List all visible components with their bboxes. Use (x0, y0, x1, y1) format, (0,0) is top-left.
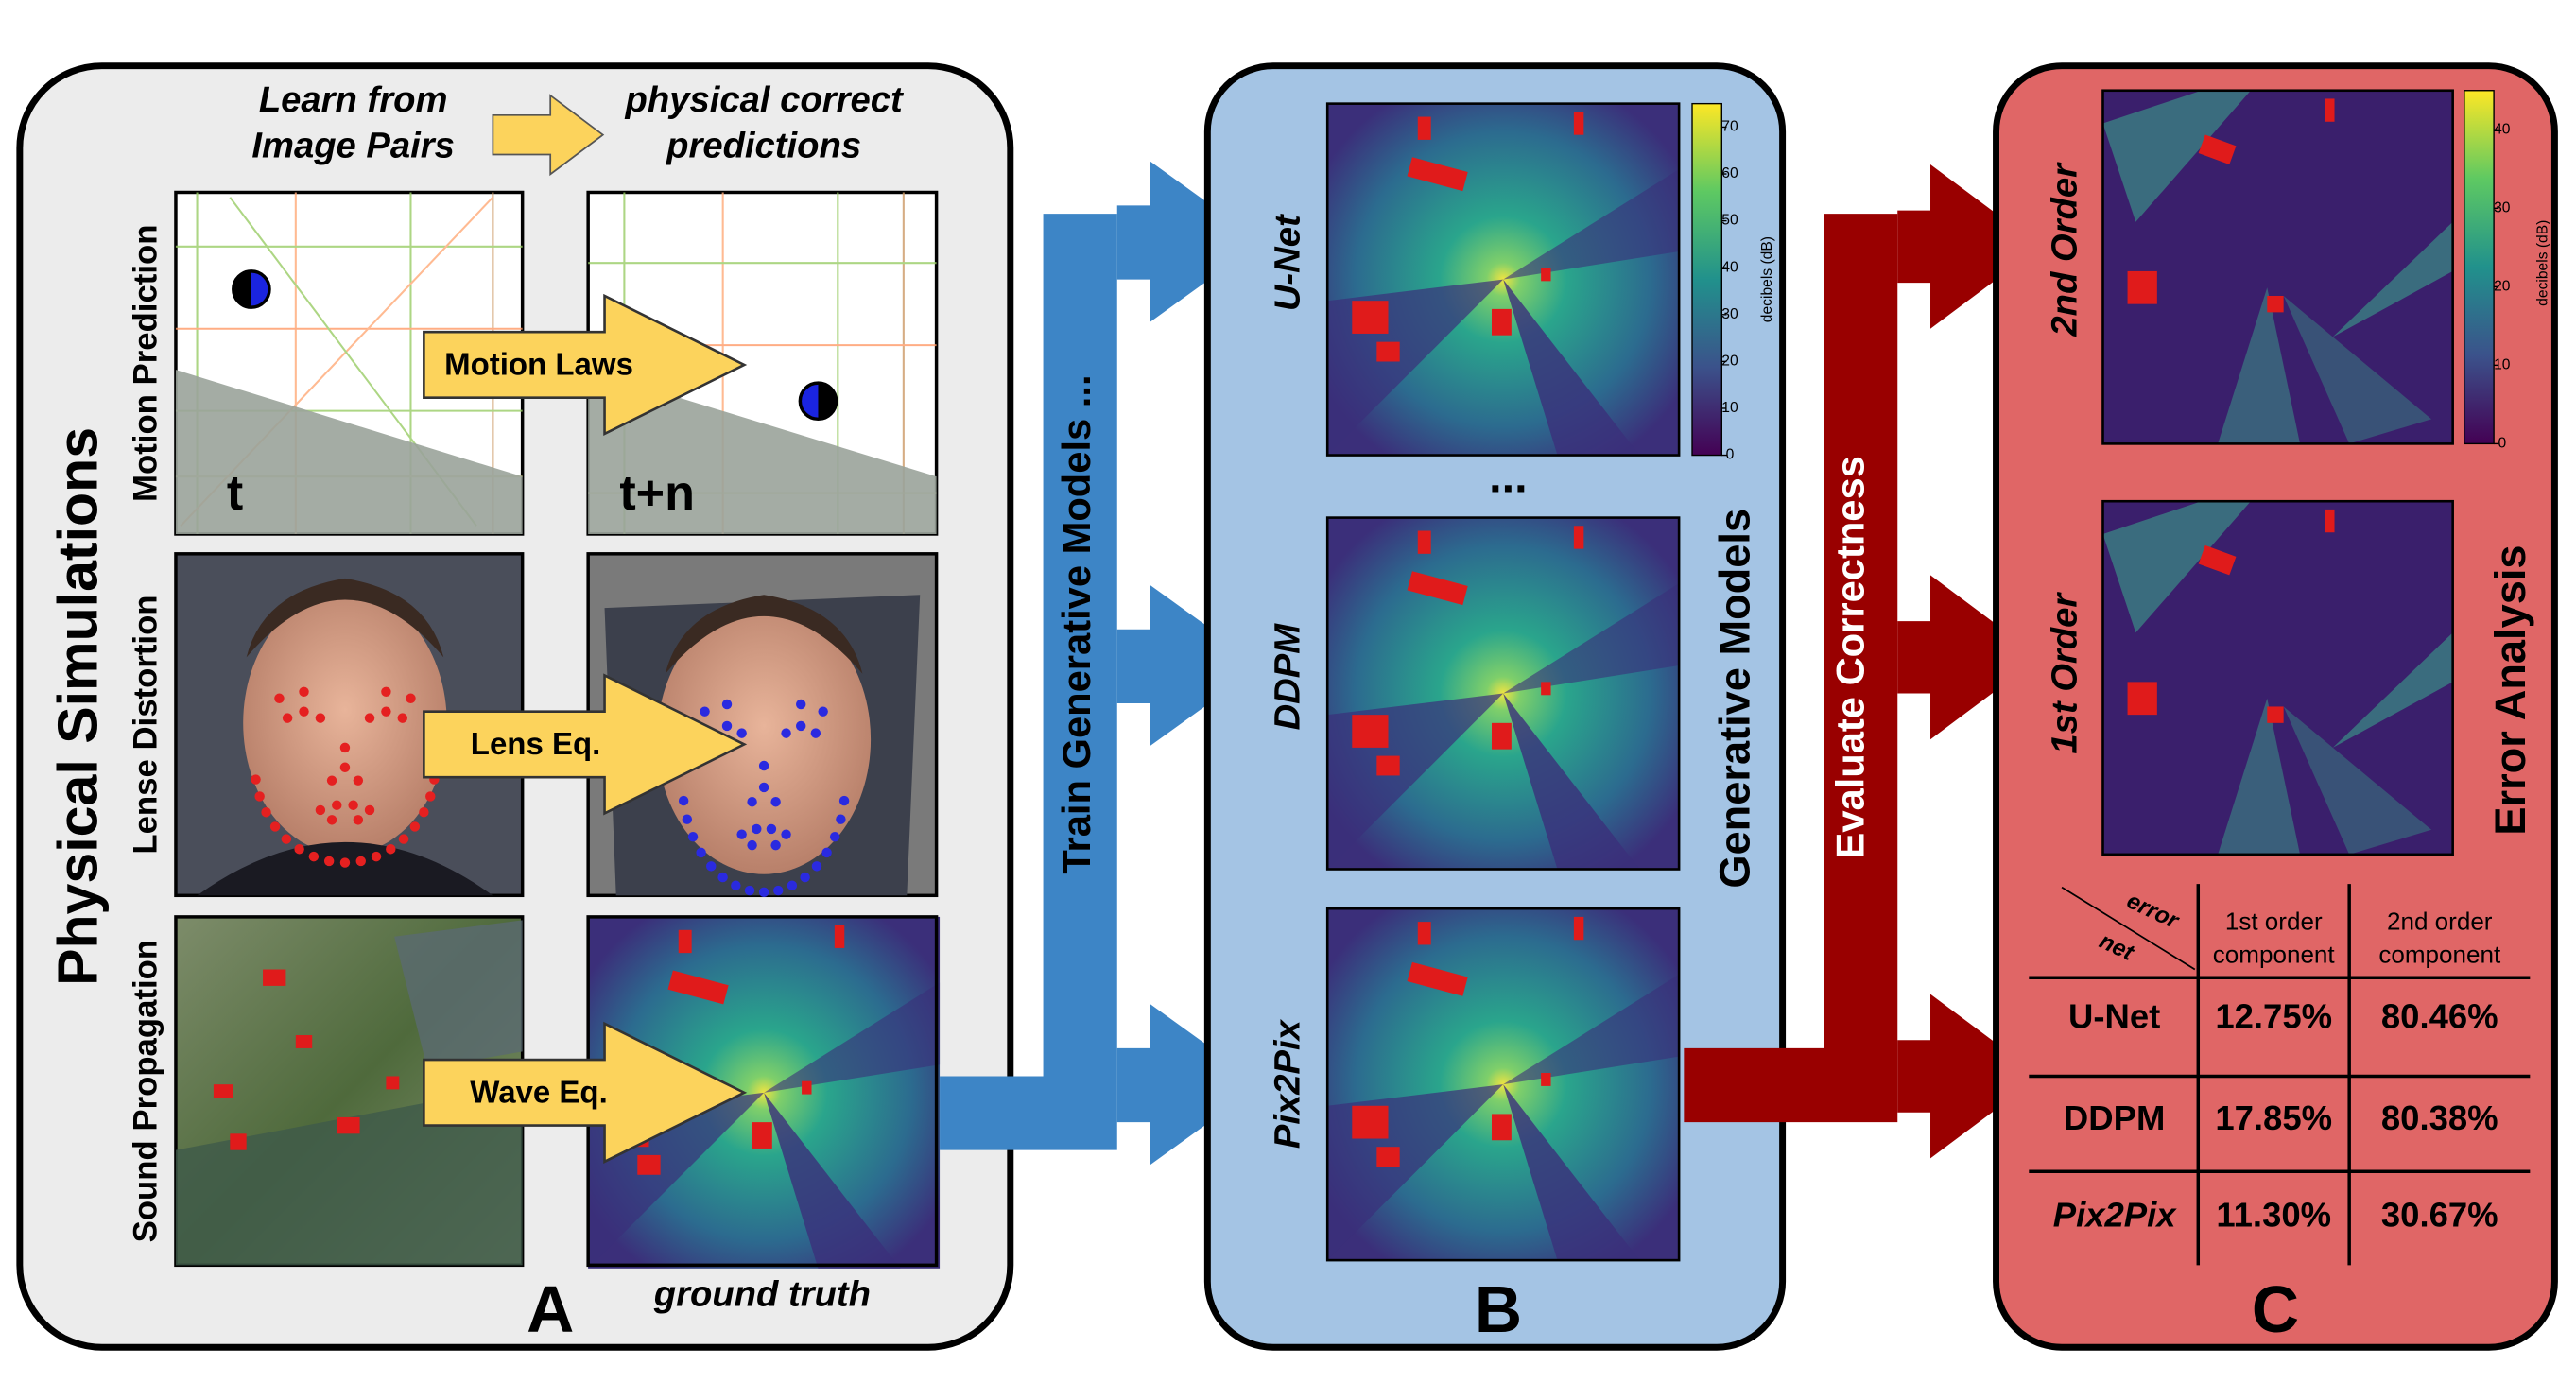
colorbar-tick-label: 50 (1721, 213, 1738, 229)
colorbar-tick-label: 10 (1721, 400, 1738, 416)
table-header: component (2213, 941, 2336, 969)
colorbar-tick-label: 30 (1721, 306, 1738, 322)
panel-letter: A (527, 1272, 574, 1346)
row-label: Lense Distortion (129, 595, 164, 854)
arrow-bc (1684, 164, 2041, 1159)
colorbar-tick-label: 40 (2494, 121, 2511, 137)
first-order-image (2101, 499, 2454, 856)
arrow-label: Wave Eq. (470, 1074, 607, 1109)
arrow-ab-label: Train Generative Models ... (1054, 374, 1098, 873)
header-left: Image Pairs (251, 126, 455, 166)
colorbar-label: decibels (dB) (2534, 220, 2550, 306)
table-cell: 30.67% (2381, 1196, 2498, 1235)
panel-b-title: Generative Models (1711, 509, 1759, 889)
arrow-label: Motion Laws (444, 346, 633, 381)
table-cell: 17.85% (2215, 1098, 2332, 1137)
table-cell: DDPM (2064, 1098, 2165, 1137)
colorbar (2464, 90, 2495, 445)
model-label: DDPM (1267, 623, 1307, 731)
order-label: 2nd Order (2044, 162, 2084, 337)
table-cell: Pix2Pix (2053, 1196, 2178, 1235)
row-label: Motion Prediction (129, 225, 164, 502)
time-tag: t+n (619, 466, 695, 521)
arrow-bc-label: Evaluate Correctness (1827, 456, 1872, 858)
panel-a-title: Physical Simulations (47, 427, 110, 986)
colorbar (1691, 102, 1722, 457)
unet-image (1325, 102, 1681, 457)
colorbar-tick-label: 20 (2494, 278, 2511, 294)
row-label: Sound Propagation (129, 940, 164, 1242)
header-right: physical correct (625, 79, 905, 120)
table-header: 2nd order (2387, 907, 2493, 936)
motion-image-t: t (174, 190, 525, 536)
arrow-ab (940, 161, 1262, 1166)
header-arrow (492, 94, 605, 177)
table-cell: 80.46% (2381, 996, 2498, 1035)
colorbar-tick-label: 10 (2494, 356, 2511, 372)
colorbar-label: decibels (dB) (1759, 236, 1775, 322)
table-header: 1st order (2225, 907, 2323, 936)
table-cell: 12.75% (2215, 996, 2332, 1035)
table-cell: U-Net (2068, 996, 2160, 1035)
colorbar-tick-label: 30 (2494, 199, 2511, 216)
motion-image-tn: t+n (586, 190, 939, 536)
order-label: 1st Order (2044, 592, 2084, 754)
model-label: U-Net (1267, 213, 1307, 311)
colorbar-tick-label: 0 (2498, 436, 2506, 452)
panel-letter: C (2252, 1272, 2299, 1346)
colorbar-tick-label: 40 (1721, 259, 1738, 275)
time-tag: t (227, 466, 243, 521)
colorbar-tick-label: 60 (1721, 165, 1738, 181)
table-cell: 80.38% (2381, 1098, 2498, 1137)
caption: ground truth (653, 1273, 871, 1314)
ddpm-image (1325, 516, 1681, 871)
colorbar-tick-label: 0 (1726, 447, 1735, 463)
colorbar-tick-label: 70 (1721, 119, 1738, 135)
second-order-image (2101, 89, 2454, 445)
table-header: component (2378, 941, 2501, 969)
pix2pix-image (1325, 907, 1681, 1262)
panel-letter: B (1475, 1272, 1522, 1346)
colorbar-tick-label: 20 (1721, 354, 1738, 370)
ellipsis: ... (1489, 451, 1528, 502)
table-cell: 11.30% (2216, 1196, 2331, 1235)
arrow-label: Lens Eq. (471, 726, 601, 761)
header-left: Learn from (259, 79, 448, 120)
panel-c-title: Error Analysis (2486, 545, 2534, 836)
header-right: predictions (666, 126, 861, 166)
model-label: Pix2Pix (1267, 1018, 1307, 1149)
